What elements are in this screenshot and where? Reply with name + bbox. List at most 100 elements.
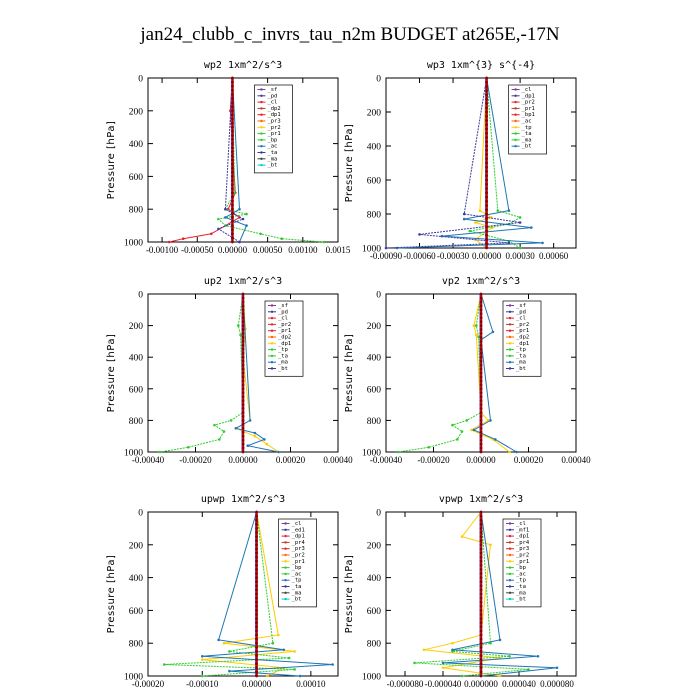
profile-marker	[479, 522, 483, 526]
profile-marker	[479, 654, 483, 657]
profile-marker	[255, 629, 258, 633]
panel-3: up2 1xm^2/s^3 Pressure [hPa] 0 200 400 600 800…	[106, 276, 353, 465]
profile-marker	[255, 637, 258, 641]
data-point	[515, 450, 518, 454]
profile-marker	[255, 588, 258, 592]
data-point	[460, 674, 464, 678]
data-point	[475, 324, 478, 327]
data-point	[541, 241, 544, 245]
legend-marker	[270, 329, 274, 332]
profile-marker	[255, 531, 258, 534]
legend-entry: _pr1	[278, 328, 291, 334]
data-point	[238, 207, 241, 211]
profile-marker	[485, 119, 488, 122]
x-tick-label: 0.00100	[288, 245, 318, 255]
legend-entry: _pd	[516, 309, 526, 315]
profile-marker	[479, 324, 483, 327]
legend-entry: _cl	[522, 87, 532, 93]
x-tick-label: -0.00020	[179, 455, 212, 465]
legend-marker	[260, 132, 263, 135]
legend-entry: _pr1	[267, 131, 280, 137]
data-point	[462, 217, 466, 221]
data-point	[187, 446, 190, 449]
profile-marker	[231, 170, 234, 174]
legend-marker	[270, 361, 274, 364]
x-tick-label: -0.00090	[370, 251, 403, 261]
legend-entry: _tp	[292, 578, 302, 584]
legend-marker	[508, 310, 512, 313]
legend-entry: _pr1	[292, 559, 305, 565]
data-point	[224, 216, 227, 219]
profile-marker	[479, 543, 483, 547]
profile-marker	[255, 650, 258, 653]
profile-marker	[485, 178, 488, 182]
profile-marker	[231, 187, 234, 191]
profile-marker	[479, 399, 483, 403]
data-point	[213, 423, 216, 427]
profile-marker	[485, 97, 488, 101]
data-point	[507, 209, 511, 212]
profile-marker	[255, 633, 258, 637]
profile-marker	[231, 150, 234, 154]
profile-marker	[231, 203, 234, 207]
profile-marker	[241, 391, 245, 395]
legend-entry: _pd	[267, 93, 277, 99]
panel-1: wp2 1xm^2/s^3 Pressure [hPa] 0 200 400 600 800…	[106, 60, 351, 255]
data-point	[163, 663, 166, 666]
legend-entry: _tp	[516, 347, 526, 353]
profile-marker	[241, 383, 245, 387]
data-point	[451, 648, 454, 652]
legend-marker	[260, 138, 263, 142]
profile-marker	[255, 580, 258, 584]
data-point	[298, 674, 302, 678]
profile-marker	[479, 336, 483, 339]
y-tick-label: 200	[367, 541, 382, 551]
data-point	[181, 237, 185, 240]
profile-marker	[479, 609, 483, 612]
legend-entry: _ed1	[292, 527, 305, 533]
legend-entry: _ac	[516, 571, 526, 577]
x-tick-label: 0.00060	[539, 251, 569, 261]
data-point	[489, 641, 492, 645]
legend-marker	[514, 113, 517, 116]
legend-marker	[514, 132, 517, 135]
legend-entry: _cl	[516, 316, 526, 322]
profile-marker	[485, 187, 488, 190]
profile-marker	[231, 80, 234, 84]
profile-marker	[485, 212, 488, 216]
x-tick-label: 0.00000	[218, 245, 248, 255]
profile-marker	[241, 426, 245, 430]
x-tick-label: -0.00020	[417, 455, 450, 465]
profile-marker	[485, 110, 488, 114]
legend-marker	[260, 163, 263, 167]
x-tick-label: 0.00000	[242, 679, 272, 689]
profile-marker	[479, 580, 483, 584]
legend-marker	[508, 367, 512, 370]
data-point	[441, 661, 445, 665]
profile-marker	[231, 166, 234, 170]
legend-entry: _ac	[292, 571, 302, 577]
y-tick-label: 600	[367, 385, 382, 395]
profile-marker	[479, 604, 483, 608]
legend-entry: _dp2	[516, 335, 529, 341]
profile-marker	[255, 617, 258, 620]
profile-marker	[479, 588, 483, 592]
y-tick-label: 1000	[124, 673, 143, 683]
y-tick-label: 200	[367, 109, 382, 119]
profile-marker	[485, 161, 488, 165]
legend-marker	[284, 572, 287, 576]
data-point	[489, 543, 492, 547]
data-point	[527, 668, 530, 671]
legend-entry: _pr3	[516, 546, 529, 552]
profile-marker	[479, 645, 483, 649]
profile-marker	[479, 568, 483, 571]
y-tick-label: 200	[129, 107, 144, 117]
data-point	[201, 674, 204, 678]
profile-marker	[231, 105, 234, 109]
legend-entry: _pr2	[522, 100, 535, 106]
legend-marker	[284, 566, 287, 569]
y-tick-label: 400	[129, 140, 144, 150]
profile-marker	[479, 355, 483, 359]
data-point	[282, 648, 286, 652]
legend-entry: _ta	[292, 584, 302, 590]
